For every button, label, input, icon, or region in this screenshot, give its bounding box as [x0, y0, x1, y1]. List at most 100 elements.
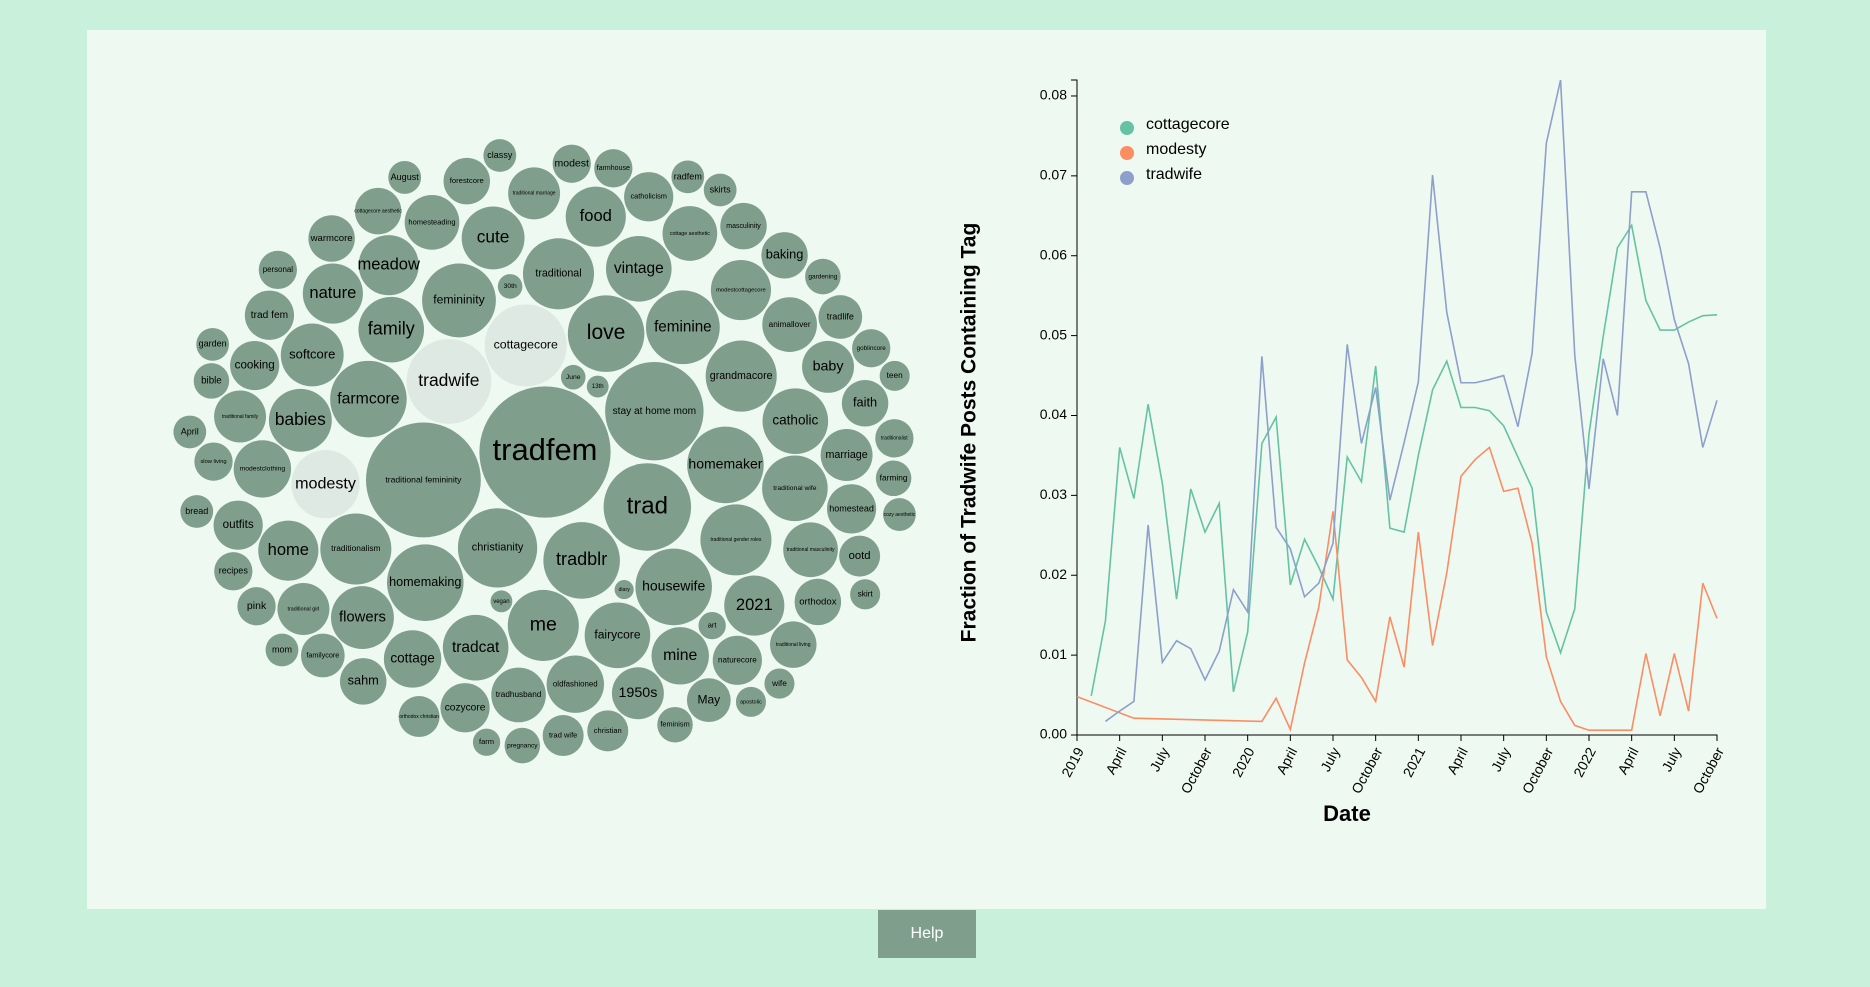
bubble	[265, 633, 299, 667]
bubble	[214, 552, 253, 591]
bubble-label: cozy aesthetic	[884, 512, 916, 518]
bubble	[698, 611, 726, 640]
bubble	[443, 157, 491, 205]
bubble	[586, 375, 609, 398]
bubble-label: animallover	[769, 320, 811, 329]
y-tick-label: 0.08	[1040, 87, 1067, 103]
bubble	[567, 295, 645, 372]
bubble-label: feminism	[660, 720, 689, 729]
bubble-label: recipes	[219, 566, 249, 576]
bubble-label: faith	[853, 395, 877, 410]
bubble	[546, 655, 605, 713]
bubble	[802, 340, 855, 393]
bubble	[705, 340, 777, 412]
bubble-label: love	[587, 321, 626, 344]
legend-label: tradwife	[1146, 166, 1202, 183]
bubble-label: farming	[880, 473, 908, 483]
bubble	[457, 508, 538, 588]
bubble	[491, 667, 546, 723]
help-label[interactable]: Help	[911, 925, 944, 942]
bubble-label: familycore	[306, 650, 339, 659]
bubble-label: tradhusband	[496, 690, 542, 699]
bubble	[472, 728, 501, 756]
bubble	[213, 500, 263, 550]
bubble	[820, 429, 873, 481]
bubble-label: tradblr	[556, 549, 607, 569]
bubble	[794, 578, 842, 626]
bubble-label: bread	[185, 506, 208, 516]
bubble-label: teen	[887, 371, 903, 380]
bubble	[320, 513, 392, 585]
help-button[interactable]	[878, 910, 976, 958]
bubble-label: farmcore	[337, 390, 400, 407]
bubble	[258, 520, 319, 581]
bubble	[180, 495, 214, 528]
bubble-label: christian	[594, 726, 622, 735]
bubble-label: traditionalist	[881, 436, 908, 442]
bubble-label: meadow	[357, 255, 420, 274]
bubble-label: babies	[275, 409, 326, 429]
bubble-label: masculinity	[726, 223, 761, 230]
bubble-label: homestead	[829, 503, 874, 513]
bubble	[770, 621, 817, 668]
bubble	[645, 290, 720, 365]
bubble-label: traditional girl	[287, 606, 319, 612]
x-axis-label: Date	[1323, 801, 1371, 826]
bubble	[291, 449, 360, 519]
bubble	[508, 167, 561, 220]
bubble	[365, 422, 481, 538]
bubble-label: softcore	[289, 346, 335, 361]
bubble-label: skirt	[858, 590, 874, 599]
y-tick-label: 0.06	[1040, 246, 1067, 262]
bubble-label: modesty	[295, 474, 357, 492]
y-tick-label: 0.03	[1040, 486, 1067, 502]
y-tick-label: 0.04	[1040, 406, 1067, 422]
bubble	[440, 683, 490, 733]
bubble	[173, 415, 207, 449]
y-tick-label: 0.02	[1040, 566, 1067, 582]
bubble-label: modestcottagecore	[716, 288, 766, 294]
bubble-label: mine	[663, 647, 697, 664]
bubble	[193, 363, 230, 399]
bubble	[422, 263, 496, 338]
bubble	[594, 149, 633, 188]
bubble-label: April	[181, 426, 199, 436]
bubble-label: skirts	[710, 184, 732, 194]
bubble-label: May	[697, 692, 720, 706]
bubble-label: traditional wife	[773, 485, 816, 492]
bubble-label: diary	[618, 587, 630, 593]
bubble-label: femininity	[433, 293, 485, 307]
bubble-label: vintage	[614, 260, 664, 277]
bubble	[258, 250, 297, 290]
bubble	[479, 386, 611, 518]
bubble-label: sahm	[348, 673, 379, 688]
bubble-label: farmhouse	[597, 165, 630, 172]
bubble-label: pink	[247, 600, 267, 612]
bubble-label: vegan	[493, 599, 509, 605]
bubble	[406, 339, 492, 424]
bubble-label: homesteading	[408, 217, 455, 226]
bubble-label: home	[268, 540, 309, 559]
bubble-label: christianity	[472, 542, 524, 554]
bubble-label: orthodox christian	[399, 714, 439, 720]
bubble-label: trad	[627, 492, 668, 519]
bubble-label: garden	[199, 339, 227, 349]
bubble	[710, 259, 772, 321]
bubble	[651, 627, 709, 685]
bubble-label: traditional family	[222, 414, 259, 420]
bubble-label: wife	[771, 679, 787, 688]
bubble	[662, 206, 718, 261]
bubble-label: modestclothing	[240, 466, 286, 473]
bubble-label: traditional gender roles	[711, 537, 762, 543]
bubble-label: forestcore	[450, 176, 484, 185]
legend-marker	[1120, 121, 1134, 135]
bubble-label: pregnancy	[507, 742, 538, 749]
bubble-label: art	[708, 621, 718, 630]
bubble-label: oldfashioned	[553, 679, 598, 688]
bubble	[703, 173, 737, 207]
bubble-label: cottagecore aesthetic	[354, 208, 402, 214]
bubble-label: cottage aesthetic	[670, 231, 710, 237]
bubble	[605, 235, 672, 302]
bubble	[614, 580, 634, 600]
